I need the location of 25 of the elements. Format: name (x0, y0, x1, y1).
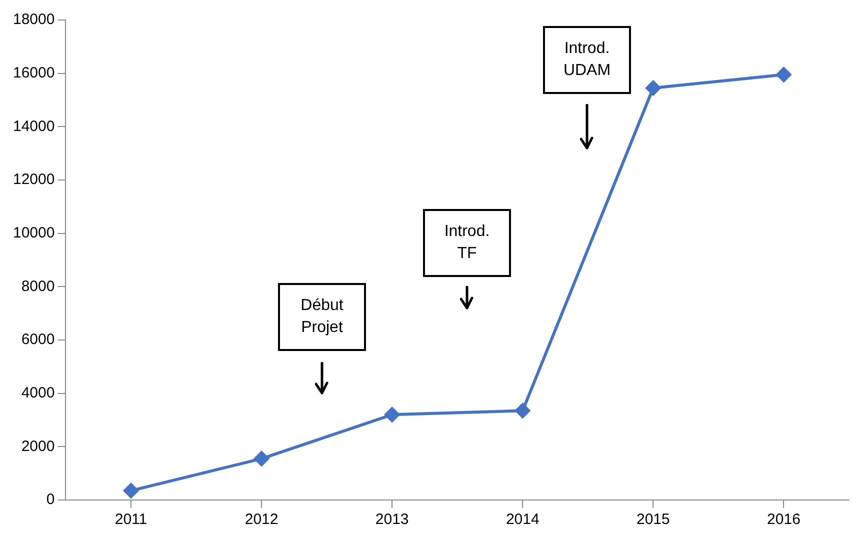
y-tick-label: 16000 (12, 64, 55, 82)
y-tick-label: 12000 (12, 171, 55, 188)
annotation: Introd. UDAM (543, 26, 631, 94)
x-tick-label: 2011 (114, 511, 148, 528)
point (384, 407, 400, 422)
y-tick-label: 4000 (21, 384, 55, 402)
point (776, 67, 792, 82)
point (646, 80, 661, 96)
y-tick-label: 8000 (21, 278, 55, 295)
point (515, 403, 530, 418)
point (123, 483, 138, 498)
y-tick-label: 6000 (21, 331, 55, 348)
x-tick-label: 2012 (244, 511, 278, 528)
annotation: Début Projet (278, 283, 366, 351)
y-tick-label: 14000 (12, 118, 55, 135)
x-tick-label: 2016 (767, 511, 800, 528)
annotation: Introd. TF (423, 209, 511, 277)
y-tick-label: 2000 (21, 438, 55, 455)
x-tick-label: 2013 (375, 511, 409, 528)
x-tick-label: 2014 (506, 511, 540, 528)
point (254, 451, 270, 466)
y-tick-label: 18000 (12, 11, 55, 28)
y-tick-label: 10000 (12, 224, 55, 242)
y-tick-label: 0 (46, 491, 55, 508)
x-tick-label: 2015 (636, 511, 670, 528)
